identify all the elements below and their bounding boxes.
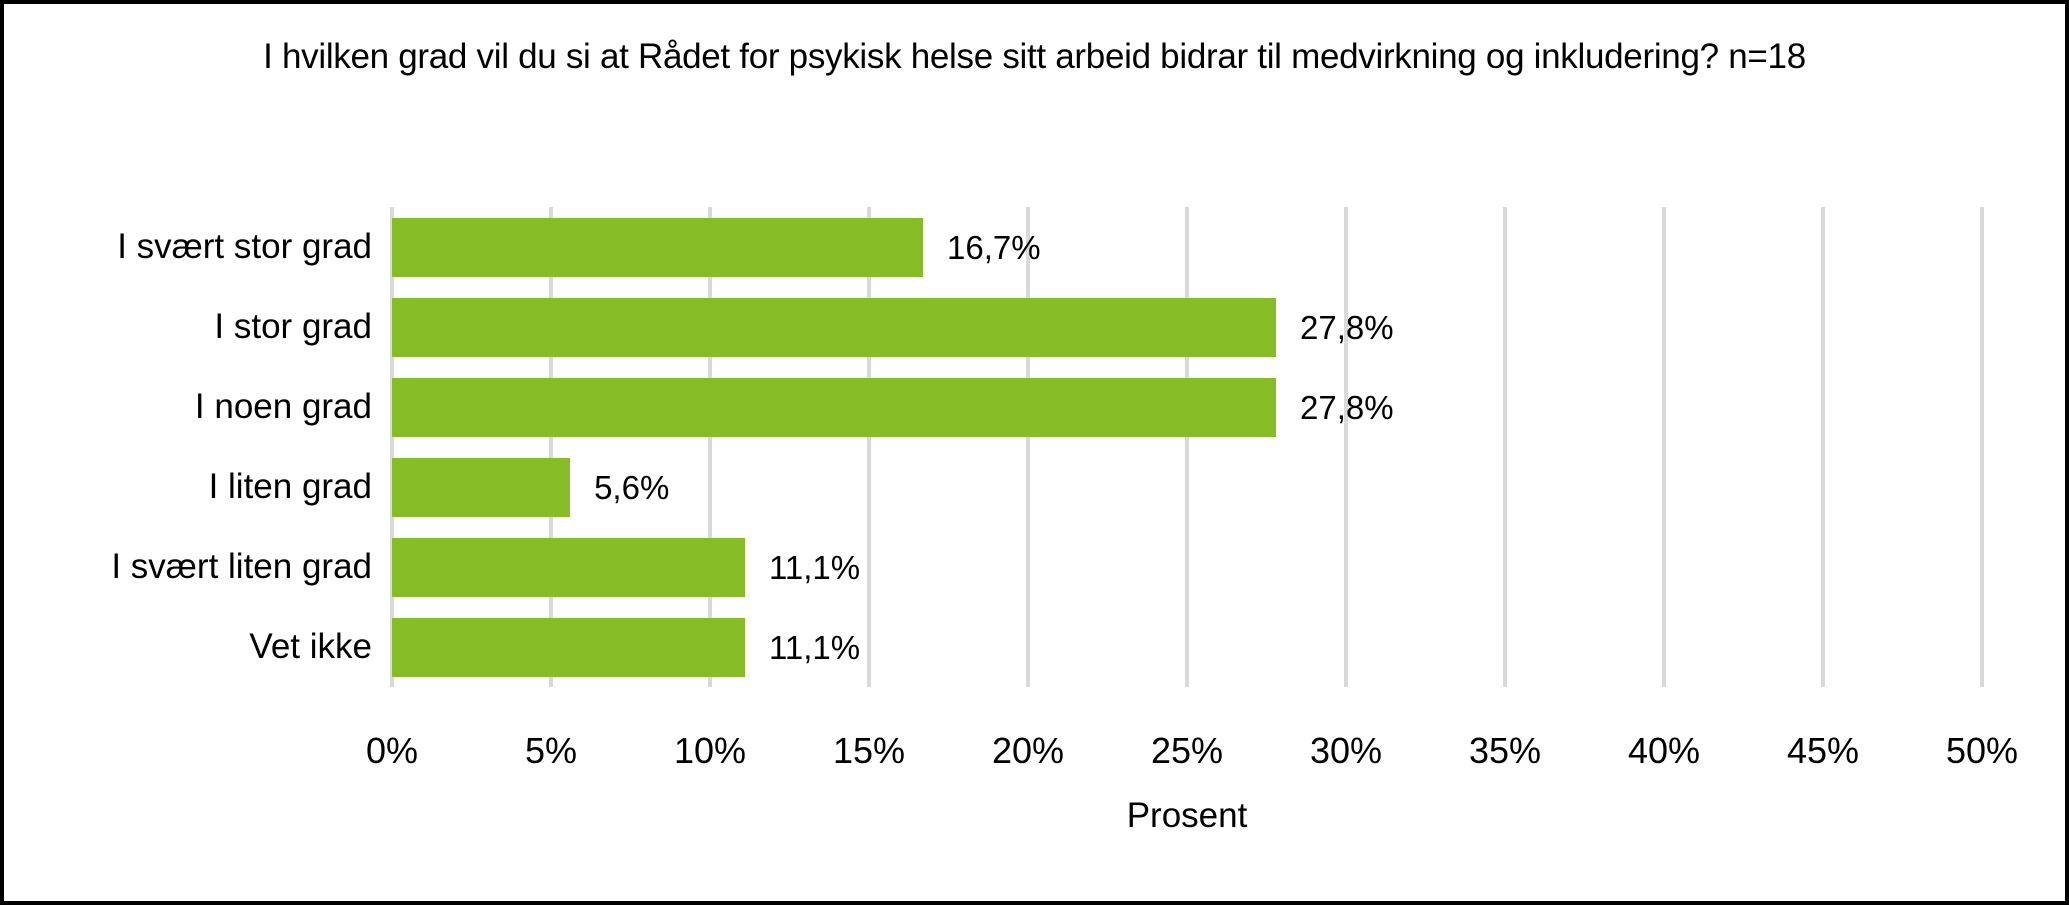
x-tick-label-0%: 0%	[365, 730, 419, 771]
plot-area: 16,7% 27,8% 27,8% 5,6% 11,1% 11,1%	[390, 207, 1984, 687]
chart-title: I hvilken grad vil du si at Rådet for ps…	[263, 37, 1806, 76]
gridline-25%	[1185, 207, 1189, 687]
bar-5	[392, 537, 745, 597]
x-tick-label-25%: 25%	[1150, 730, 1224, 771]
x-axis-title: Prosent	[1126, 796, 1248, 835]
x-axis-ticks: 0% 5% 10% 15% 20% 25% 30% 35% 40% 45% 50%	[366, 730, 2018, 776]
x-tick-label-30%: 30%	[1309, 730, 1383, 771]
x-tick-label-10%: 10%	[673, 730, 747, 771]
category-axis: I svært stor grad I stor grad I noen grad I…	[14, 207, 372, 687]
bar-3	[392, 377, 1277, 437]
value-label-4: 5,6%	[594, 468, 670, 506]
gridline-5%	[549, 207, 553, 687]
category-label-3: I noen grad	[194, 387, 372, 426]
category-label-6: Vet ikke	[249, 627, 372, 666]
x-tick-label-50%: 50%	[1945, 730, 2019, 771]
bar-2	[392, 297, 1277, 357]
category-label-2: I stor grad	[214, 307, 372, 346]
gridline-30%	[1344, 207, 1348, 687]
category-label-1: I svært stor grad	[117, 227, 372, 266]
x-tick-label-15%: 15%	[832, 730, 906, 771]
x-tick-label-5%: 5%	[524, 730, 578, 771]
value-label-6: 11,1%	[768, 628, 861, 666]
gridline-15%	[867, 207, 871, 687]
category-label-4: I liten grad	[208, 467, 372, 506]
x-tick-label-40%: 40%	[1627, 730, 1701, 771]
bar-1	[392, 217, 924, 277]
x-tick-label-45%: 45%	[1786, 730, 1860, 771]
value-label-5: 11,1%	[768, 548, 861, 586]
category-label-5: I svært liten grad	[111, 547, 372, 586]
gridline-35%	[1503, 207, 1507, 687]
gridline-0%	[390, 207, 394, 687]
gridline-45%	[1821, 207, 1825, 687]
value-label-3: 27,8%	[1300, 388, 1394, 426]
gridline-50%	[1980, 207, 1984, 687]
bar-4	[392, 457, 571, 517]
value-label-1: 16,7%	[947, 228, 1041, 266]
gridline-20%	[1026, 207, 1030, 687]
x-tick-label-35%: 35%	[1468, 730, 1542, 771]
gridline-10%	[708, 207, 712, 687]
bar-6	[392, 617, 745, 677]
x-tick-label-20%: 20%	[991, 730, 1065, 771]
gridline-40%	[1662, 207, 1666, 687]
value-label-2: 27,8%	[1300, 308, 1394, 346]
